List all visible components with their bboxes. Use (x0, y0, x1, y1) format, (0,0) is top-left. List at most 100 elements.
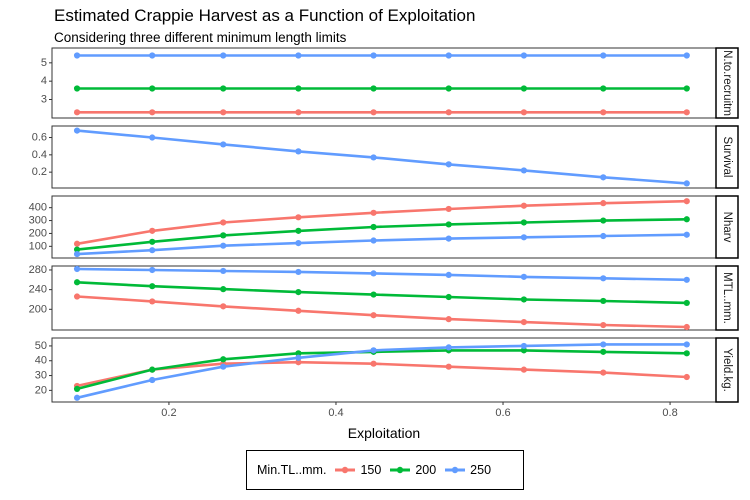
legend-item-150: 150 (334, 463, 381, 477)
strip-label: MTL..mm. (721, 272, 733, 324)
data-point (370, 52, 377, 59)
data-point (295, 359, 302, 366)
data-point (445, 344, 452, 351)
data-point (295, 109, 302, 116)
data-point (73, 52, 81, 59)
y-tick-label: 20 (35, 384, 47, 396)
x-tick-label: 0.4 (328, 407, 343, 419)
data-point (600, 369, 607, 376)
faceted-line-chart: N.to.recruitm 3 4 5 Survival 0.2 0.4 0.6 Nharv 10… (29, 47, 739, 441)
data-point (600, 174, 607, 181)
data-point (295, 52, 302, 59)
data-point (520, 273, 527, 280)
y-tick-label: 0.6 (32, 132, 47, 144)
data-point (295, 85, 302, 92)
data-point (370, 223, 377, 231)
strip-box (715, 265, 739, 331)
legend: Min.TL..mm. 150 200 250 (246, 450, 524, 490)
data-point (370, 270, 377, 277)
legend-item-200: 200 (389, 463, 436, 477)
data-point (295, 148, 302, 155)
data-point (370, 291, 377, 298)
strip-label: Survival (721, 137, 733, 178)
data-point (295, 214, 302, 221)
data-point (149, 109, 156, 116)
data-point (445, 205, 452, 213)
panel-3: MTL..mm. 200 240 280 (29, 264, 739, 331)
data-point (445, 235, 452, 242)
data-point (683, 276, 690, 283)
panel-frame (51, 265, 717, 331)
strip-label: N.to.recruitm (721, 50, 733, 116)
data-point (220, 286, 227, 293)
data-point (445, 363, 452, 370)
data-point (220, 141, 227, 148)
data-point (520, 342, 527, 350)
data-point (600, 341, 607, 348)
data-point (295, 288, 302, 296)
data-point (73, 265, 81, 273)
y-tick-label: 50 (35, 340, 47, 352)
data-point (149, 227, 156, 234)
data-point (683, 299, 690, 307)
legend-title: Min.TL..mm. (257, 463, 327, 477)
data-point (370, 109, 377, 116)
y-tick-label: 40 (35, 355, 47, 367)
data-point (600, 52, 607, 59)
y-tick-label: 100 (29, 240, 47, 252)
data-point (445, 109, 452, 116)
y-tick-label: 3 (41, 94, 47, 106)
data-point (600, 232, 607, 240)
data-point (445, 221, 452, 228)
data-point (370, 209, 377, 216)
strip-box (715, 47, 739, 119)
y-tick-label: 400 (29, 202, 47, 214)
data-point (220, 356, 227, 363)
data-point (149, 247, 156, 254)
data-point (520, 109, 527, 116)
y-tick-label: 30 (35, 370, 47, 382)
strip-label: Nharv (721, 212, 733, 243)
data-point (600, 85, 607, 92)
data-point (73, 279, 81, 286)
data-point (520, 52, 527, 59)
data-point (295, 227, 302, 234)
data-point (295, 240, 302, 247)
data-point (683, 350, 690, 357)
data-point (220, 242, 227, 249)
legend-label-150: 150 (360, 463, 382, 477)
legend-label-250: 250 (470, 463, 492, 477)
legend-label-200: 200 (415, 463, 437, 477)
y-tick-label: 5 (41, 57, 47, 69)
x-tick-label: 0.2 (161, 407, 176, 419)
data-point (370, 85, 377, 92)
data-point (295, 268, 302, 276)
y-tick-label: 240 (29, 284, 47, 296)
data-point (445, 316, 452, 323)
data-point (73, 394, 81, 401)
data-point (683, 323, 690, 331)
y-tick-label: 280 (29, 264, 47, 276)
data-point (220, 267, 227, 275)
data-point (520, 167, 527, 174)
data-point (520, 296, 527, 303)
y-tick-label: 0.2 (32, 166, 47, 178)
data-point (295, 350, 302, 357)
data-point (295, 354, 302, 361)
data-point (149, 266, 156, 274)
y-tick-label: 0.4 (32, 149, 47, 161)
strip-box (715, 125, 739, 189)
data-point (149, 366, 156, 373)
data-point (520, 347, 527, 354)
data-point (520, 202, 527, 209)
data-point (445, 161, 452, 168)
data-point (683, 373, 690, 381)
data-point (683, 180, 690, 187)
data-point (220, 303, 227, 310)
data-point (149, 238, 156, 245)
chart-title: Estimated Crappie Harvest as a Function … (54, 6, 476, 25)
panel-frame (51, 47, 717, 119)
legend-key-150 (335, 466, 356, 474)
data-point (149, 52, 156, 59)
